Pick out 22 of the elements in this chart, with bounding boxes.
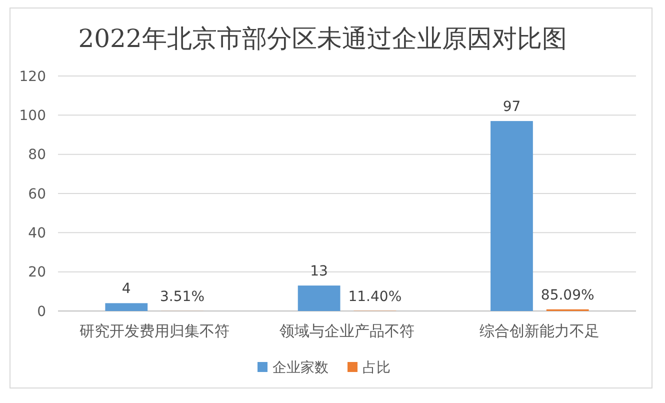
legend-label: 企业家数 (272, 360, 328, 376)
data-label: 4 (122, 281, 131, 298)
data-label: 97 (502, 99, 521, 116)
data-label: 85.09% (540, 287, 594, 304)
y-tick-label: 60 (28, 186, 46, 202)
data-label: 13 (310, 264, 328, 280)
y-tick-label: 40 (28, 226, 46, 242)
y-tick-label: 120 (19, 68, 46, 85)
x-tick-label: 研究开发费用归集不符 (79, 322, 230, 340)
y-tick-label: 20 (28, 264, 46, 281)
y-tick-label: 80 (28, 147, 46, 164)
chart-title: 2022年北京市部分区未通过企业原因对比图 (78, 24, 567, 53)
bar (490, 121, 533, 311)
y-tick-label: 100 (19, 108, 46, 124)
x-tick-label: 领域与企业产品不符 (280, 322, 414, 340)
bar (105, 303, 148, 311)
data-label: 11.40% (348, 288, 402, 305)
data-label: 3.51% (160, 288, 205, 305)
legend-label: 占比 (362, 360, 390, 376)
bar (298, 286, 340, 311)
y-tick-label: 0 (37, 304, 46, 320)
x-tick-label: 综合创新能力不足 (480, 322, 600, 340)
